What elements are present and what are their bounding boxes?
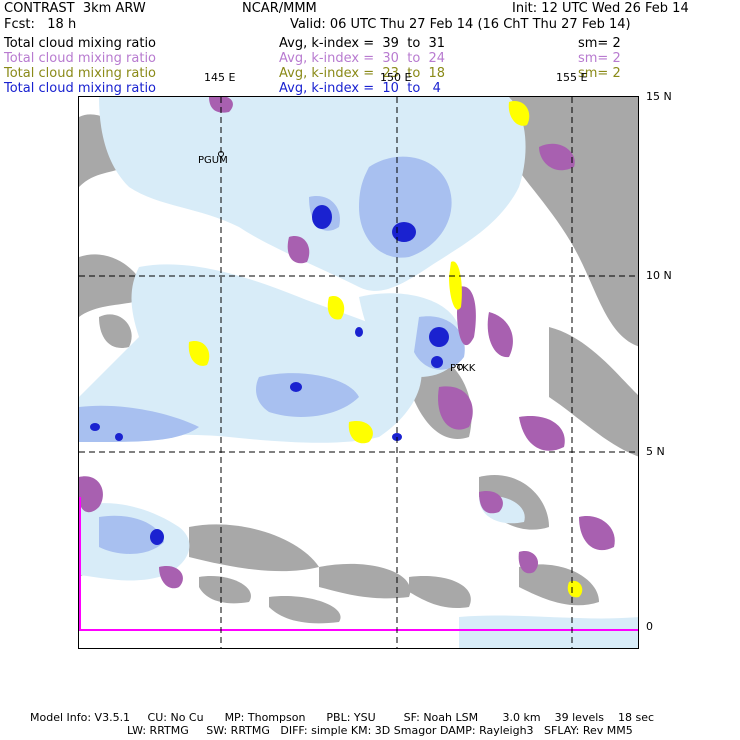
lon-label-145: 145 E <box>204 71 236 84</box>
field-3-avg: Avg, k-index = 23 to 18 <box>279 66 446 81</box>
map-plot: PGUM PTKK <box>78 96 639 649</box>
grid-lines <box>79 97 638 648</box>
station-label-pgum: PGUM <box>198 155 228 166</box>
init-time: Init: 12 UTC Wed 26 Feb 14 <box>512 1 689 16</box>
field-1-sm: sm= 2 <box>578 36 621 51</box>
model-info-line1: Model Info: V3.5.1 CU: No Cu MP: Thompso… <box>30 711 655 724</box>
model-info-line2: LW: RRTMG SW: RRTMG DIFF: simple KM: 3D … <box>127 724 633 737</box>
forecast-hour: Fcst: 18 h <box>4 17 77 32</box>
blue-core-layer <box>90 205 449 545</box>
field-4-name: Total cloud mixing ratio <box>4 81 157 96</box>
lon-label-150: 150 E <box>380 71 412 84</box>
station-marker-ptkk <box>457 364 463 370</box>
field-1-name: Total cloud mixing ratio <box>4 36 157 51</box>
lat-label-10n: 10 N <box>646 269 672 282</box>
model-title: CONTRAST 3km ARW <box>4 1 146 16</box>
cloud-map-svg: PGUM PTKK <box>79 97 638 648</box>
violet-cloud-layer <box>79 97 615 589</box>
field-2-sm: sm= 2 <box>578 51 621 66</box>
field-1-avg: Avg, k-index = 39 to 31 <box>279 36 446 51</box>
lon-label-155: 155 E <box>556 71 588 84</box>
field-2-avg: Avg, k-index = 30 to 24 <box>279 51 446 66</box>
station-marker-pgum <box>218 151 224 157</box>
field-3-sm: sm= 2 <box>578 66 621 81</box>
institution-label: NCAR/MMM <box>242 1 317 16</box>
lat-label-5n: 5 N <box>646 445 665 458</box>
field-3-name: Total cloud mixing ratio <box>4 66 157 81</box>
valid-time: Valid: 06 UTC Thu 27 Feb 14 (16 ChT Thu … <box>290 17 631 32</box>
midblue-cloud-layer <box>79 156 465 554</box>
field-2-name: Total cloud mixing ratio <box>4 51 157 66</box>
station-label-ptkk: PTKK <box>450 363 476 374</box>
lat-label-0: 0 <box>646 620 653 633</box>
yellow-cloud-layer <box>188 101 583 598</box>
field-4-avg: Avg, k-index = 10 to 4 <box>279 81 441 96</box>
lat-label-15n: 15 N <box>646 90 672 103</box>
